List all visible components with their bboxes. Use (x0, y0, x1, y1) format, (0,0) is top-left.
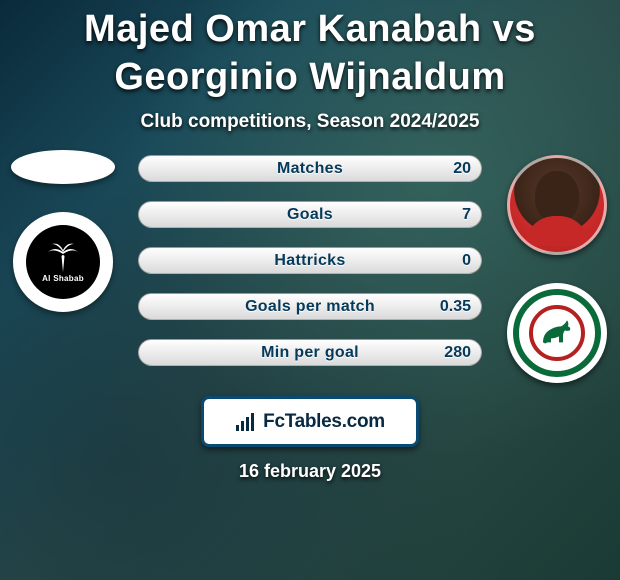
stat-label: Goals per match (245, 298, 375, 316)
stat-value-right: 0 (462, 252, 471, 270)
subtitle: Club competitions, Season 2024/2025 (0, 111, 620, 133)
brand-text: FcTables.com (263, 411, 385, 433)
stat-pill: Goals 7 (138, 201, 482, 228)
stat-value-right: 7 (462, 206, 471, 224)
stat-label: Hattricks (274, 252, 345, 270)
stat-row: Goals 7 (0, 201, 620, 228)
stat-row: Matches 20 (0, 155, 620, 182)
stat-row: Goals per match 0.35 (0, 293, 620, 320)
stat-value-right: 0.35 (440, 298, 471, 316)
stat-row: Hattricks 0 (0, 247, 620, 274)
page-title: Majed Omar Kanabah vs Georginio Wijnaldu… (0, 0, 620, 101)
bars-icon (235, 411, 257, 433)
stat-value-right: 280 (444, 344, 471, 362)
club-left-name: Al Shabab (42, 274, 84, 283)
stat-value-right: 20 (453, 160, 471, 178)
stat-pill: Hattricks 0 (138, 247, 482, 274)
brand-logo[interactable]: FcTables.com (201, 396, 419, 447)
stat-pill: Min per goal 280 (138, 339, 482, 366)
stat-label: Matches (277, 160, 343, 178)
comparison-area: Al Shabab Matches 20 Goals 7 Hattricks 0 Goals… (0, 155, 620, 392)
stat-label: Min per goal (261, 344, 359, 362)
date-label: 16 february 2025 (0, 461, 620, 482)
stat-label: Goals (287, 206, 333, 224)
stat-pill: Matches 20 (138, 155, 482, 182)
stat-row: Min per goal 280 (0, 339, 620, 366)
stat-pill: Goals per match 0.35 (138, 293, 482, 320)
